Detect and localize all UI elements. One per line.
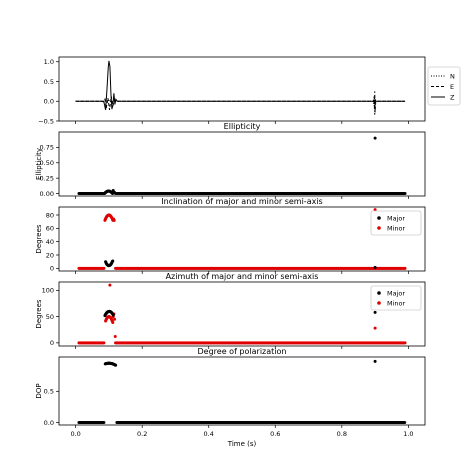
data-point: [373, 310, 377, 314]
data-point: [403, 421, 407, 424]
x-tick-label: 0.8: [337, 430, 347, 438]
y-tick-label: 0.0: [44, 98, 54, 106]
y-tick-label: 0: [50, 265, 54, 273]
series-n: [75, 97, 406, 116]
legend-label: Minor: [387, 224, 406, 232]
legend-marker-minor: [377, 301, 381, 305]
panel-1: 1.0 0.5 0.0 −0.5 NEZ: [38, 56, 461, 125]
y-tick-label: −0.5: [38, 117, 54, 125]
data-point: [102, 266, 106, 270]
legend-label: Major: [387, 214, 405, 222]
data-point: [403, 341, 407, 345]
axes-frame: [58, 281, 426, 347]
x-axis-label: Time (s): [227, 440, 257, 448]
y-tick-label: 80: [46, 211, 54, 219]
y-tick-label: 0.00: [40, 190, 54, 198]
legend-marker-minor: [377, 226, 381, 230]
data-point: [108, 283, 112, 287]
series-minor: [77, 283, 407, 345]
panel-title: Azimuth of major and minor semi-axis: [166, 272, 319, 281]
y-tick-label: 0.0: [44, 419, 54, 427]
x-tick-label: 1.0: [403, 430, 413, 438]
series-z: [75, 60, 406, 111]
y-tick-label: 0.50: [40, 159, 54, 167]
data-point: [111, 313, 115, 317]
data-point: [373, 265, 377, 269]
trace-e: [75, 91, 406, 113]
legend-label: Minor: [387, 299, 406, 307]
x-tick-label: 0.6: [270, 430, 280, 438]
data-point: [373, 326, 377, 330]
legend-marker-major: [377, 216, 381, 220]
legend: Major Minor: [370, 210, 422, 236]
y-tick-label: 50: [46, 313, 54, 321]
x-tick-label: 0.4: [204, 430, 214, 438]
axes-frame: [58, 56, 426, 122]
panel-title: Degree of polarization: [198, 347, 287, 356]
legend: Major Minor: [370, 285, 422, 311]
y-axis-label: Ellipticity: [35, 148, 43, 180]
series-values: [77, 359, 407, 424]
trace-n: [75, 97, 406, 116]
legend: NEZ: [427, 66, 461, 106]
data-point: [111, 259, 115, 263]
y-tick-label: 20: [46, 251, 54, 259]
legend-box: [370, 285, 422, 311]
panel-3: 0 20 40 60 80 Inclination of major and minor …: [35, 197, 426, 274]
y-axis-label: Degrees: [35, 299, 43, 328]
y-tick-label: 0.5: [44, 78, 54, 86]
y-tick-label: 0: [50, 339, 54, 347]
data-point: [102, 421, 106, 424]
x-tick-label: 0.2: [137, 430, 147, 438]
data-point: [373, 359, 377, 363]
x-tick-label: 0.0: [70, 430, 80, 438]
data-point: [113, 317, 117, 321]
axes-frame: [58, 356, 426, 426]
series-major: [103, 309, 377, 318]
panel-5: 0.0 0.5 0.0 0.2 0.4 0.6 0.8 1.0 Degree of polari…: [35, 347, 426, 448]
y-axis-label: Degrees: [35, 224, 43, 253]
series-major: [104, 259, 377, 269]
trace-z: [75, 60, 406, 111]
legend-box: [370, 210, 422, 236]
panel-title: Inclination of major and minor semi-axis: [161, 197, 322, 206]
data-point: [114, 363, 118, 367]
y-tick-label: 0.75: [40, 144, 54, 152]
panel-title: Ellipticity: [224, 122, 261, 131]
data-point: [102, 341, 106, 345]
legend-marker-major: [377, 291, 381, 295]
legend-label: Z: [450, 93, 455, 101]
data-point: [373, 136, 377, 140]
axes-frame: [58, 131, 426, 197]
legend-label: N: [450, 72, 455, 80]
data-point: [403, 192, 407, 196]
data-point: [111, 321, 115, 325]
y-tick-label: 0.25: [40, 174, 54, 182]
panel-4: 0 50 100 Azimuth of major and minor semi-ax…: [35, 272, 426, 349]
series-minor: [77, 208, 407, 270]
y-tick-label: 40: [46, 238, 54, 246]
data-point: [373, 208, 377, 212]
data-point: [403, 266, 407, 270]
y-tick-label: 0.5: [44, 388, 54, 396]
y-tick-label: 60: [46, 225, 54, 233]
legend-label: E: [450, 83, 454, 91]
y-axis-label: DOP: [35, 383, 43, 398]
axes-frame: [58, 206, 426, 272]
y-tick-label: 100: [42, 287, 54, 295]
data-point: [112, 218, 116, 222]
data-point: [113, 335, 117, 339]
y-tick-label: 1.0: [44, 58, 54, 66]
series-values: [77, 136, 407, 196]
series-e: [75, 91, 406, 113]
legend-label: Major: [387, 289, 405, 297]
